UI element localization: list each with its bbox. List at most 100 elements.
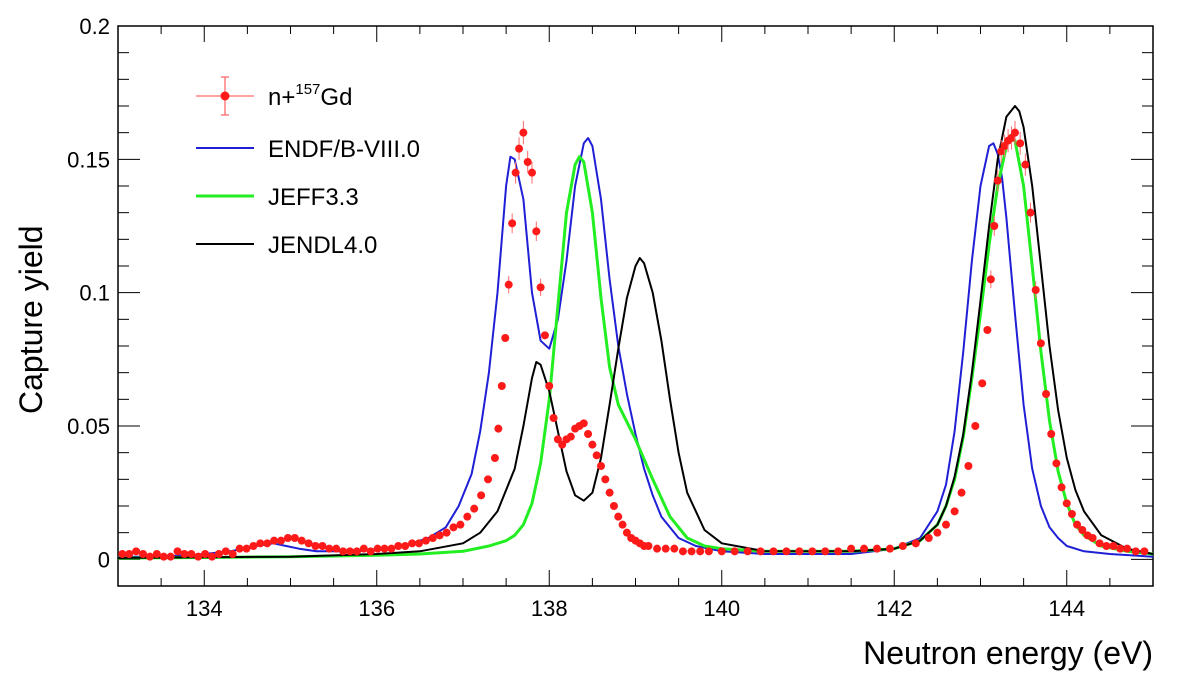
data-point [782,547,791,556]
data-point [549,414,558,422]
data-point [1109,542,1118,550]
data-point [435,531,444,540]
data-point [366,547,375,556]
data-point [704,547,713,556]
data-point [270,536,279,545]
data-series [118,105,1153,561]
data-point [470,504,479,513]
data-point [283,534,292,542]
legend-data-label-main: n+ [268,84,295,111]
data-point [1047,430,1056,438]
data-point [558,440,567,449]
data-point [1052,459,1061,468]
data-point [579,419,588,428]
data-point [1042,390,1051,398]
y-tick-label: 0.05 [67,414,110,439]
data-point [601,475,610,484]
data-point [187,550,196,558]
data-point [860,544,869,553]
data-point [898,542,907,550]
data-point [297,536,306,545]
data-point [311,542,320,550]
data-point [528,168,536,177]
data-point [873,544,881,553]
data-point [924,534,933,542]
data-point [986,275,995,284]
legend-data-marker [220,91,230,101]
data-point [971,422,980,430]
data-point [696,547,705,556]
data-point [490,454,499,462]
legend-data-label: n+157Gd [268,81,352,111]
data-point [401,542,410,550]
data-point [201,550,210,558]
data-point [730,547,739,556]
data-point [228,550,237,558]
y-tick-label: 0.15 [67,147,110,172]
data-point [194,552,203,561]
data-point [1123,544,1132,553]
data-point [456,520,465,529]
data-point [511,168,520,177]
data-point [325,544,334,553]
data-point [990,222,999,230]
data-point [743,547,752,556]
data-point [983,326,992,334]
data-point [942,520,950,529]
data-point [263,539,272,548]
x-tick-label: 142 [876,596,913,621]
data-point [678,547,687,556]
data-point [1057,483,1066,492]
legend-entry-jendl: JENDL4.0 [196,232,377,259]
data-point [277,536,286,545]
data-point [118,550,127,558]
data-point [515,144,524,153]
legend-entry-data: n+157Gd [196,76,352,116]
data-point [609,502,618,510]
data-point [1062,499,1071,508]
data-point [670,544,679,553]
data-point [332,544,341,553]
data-point [132,547,141,556]
data-point [501,334,510,342]
data-point [993,176,1002,185]
data-point [756,547,765,556]
data-point [1116,544,1125,553]
legend: n+157Gd ENDF/B-VIII.0 JEFF3.3 JENDL4.0 [196,76,420,259]
data-point [1088,534,1097,542]
data-point [1131,547,1140,556]
data-point [256,539,265,548]
data-point [622,528,631,537]
data-point [428,534,437,542]
x-tick-label: 144 [1048,596,1085,621]
data-point [536,283,545,292]
data-point [463,512,472,521]
data-point [661,544,670,553]
x-axis-title: Neutron energy (eV) [863,635,1153,671]
data-point [339,547,348,556]
data-point [653,544,662,553]
data-point [249,542,258,550]
data-point [978,379,987,388]
data-point [408,539,417,548]
x-tick-label: 136 [358,596,395,621]
data-point [964,462,973,470]
data-point [566,432,575,441]
axis-tick-labels: 134 136 138 140 142 144 0 0.05 0.1 0.15 0.2 [67,14,1085,621]
data-point [933,528,942,537]
data-point [387,544,396,553]
data-point [242,544,251,553]
data-point [597,462,605,470]
data-point [125,550,134,558]
data-point [769,547,778,556]
y-axis-title: Capture yield [13,225,49,414]
legend-data-label-sup: 157 [295,81,320,98]
data-point [318,542,327,550]
data-point [553,435,562,444]
data-point [834,547,843,556]
data-point [373,544,382,553]
legend-entry-endf: ENDF/B-VIII.0 [196,136,420,163]
legend-jendl-label: JENDL4.0 [268,232,377,259]
data-point [497,382,506,390]
